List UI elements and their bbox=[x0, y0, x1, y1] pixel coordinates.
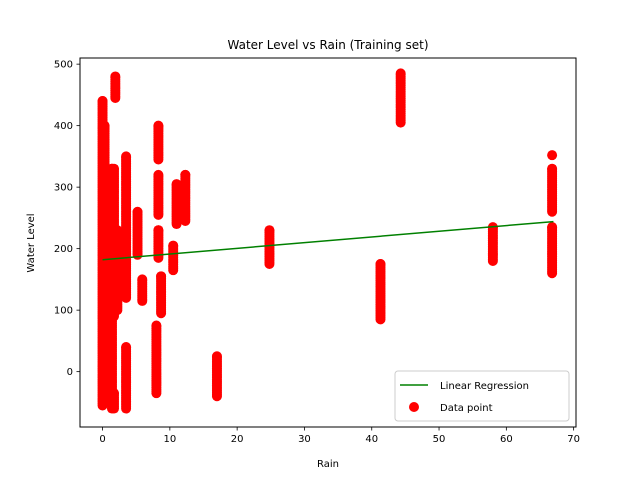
data-point bbox=[151, 320, 162, 331]
data-point bbox=[112, 225, 123, 236]
data-point bbox=[108, 163, 119, 174]
data-point bbox=[97, 96, 108, 107]
x-tick-label: 0 bbox=[99, 434, 105, 445]
y-tick-label: 0 bbox=[67, 367, 73, 378]
legend-point-marker bbox=[409, 402, 419, 412]
regression-line bbox=[102, 220, 554, 261]
data-point bbox=[153, 225, 164, 236]
x-tick-label: 50 bbox=[433, 434, 446, 445]
data-point bbox=[395, 68, 406, 79]
legend-box bbox=[394, 370, 570, 422]
plot-frame bbox=[79, 57, 577, 428]
data-points-layer bbox=[97, 68, 558, 414]
x-tick-label: 10 bbox=[163, 434, 176, 445]
x-tick-label: 70 bbox=[567, 434, 580, 445]
data-point bbox=[547, 222, 558, 233]
data-point bbox=[153, 169, 164, 180]
data-point bbox=[121, 151, 132, 162]
x-axis-label: Rain bbox=[317, 459, 339, 470]
data-point bbox=[168, 240, 179, 251]
y-tick-label: 200 bbox=[54, 244, 73, 255]
y-tick-label: 500 bbox=[54, 60, 73, 71]
x-tick-label: 60 bbox=[500, 434, 513, 445]
data-point bbox=[264, 225, 275, 236]
legend: Linear Regression Data point bbox=[394, 370, 570, 422]
y-axis-ticks: 0 100 200 300 400 500 bbox=[54, 60, 80, 378]
data-point bbox=[547, 150, 558, 161]
y-tick-label: 400 bbox=[54, 121, 73, 132]
data-point bbox=[137, 274, 148, 285]
data-point bbox=[108, 388, 119, 399]
x-tick-label: 40 bbox=[365, 434, 378, 445]
data-point bbox=[99, 120, 110, 131]
chart-title: Water Level vs Rain (Training set) bbox=[228, 38, 429, 52]
y-tick-label: 300 bbox=[54, 183, 73, 194]
y-tick-label: 100 bbox=[54, 306, 73, 317]
data-point bbox=[110, 71, 121, 82]
x-tick-label: 30 bbox=[298, 434, 311, 445]
data-point bbox=[132, 206, 143, 217]
data-point bbox=[156, 271, 167, 282]
x-axis-ticks: 0 10 20 30 40 50 60 70 bbox=[99, 427, 580, 445]
data-point bbox=[171, 179, 182, 190]
data-point bbox=[211, 351, 222, 362]
data-point bbox=[153, 120, 164, 131]
data-point bbox=[180, 169, 191, 180]
legend-label-regression: Linear Regression bbox=[440, 381, 529, 392]
y-axis-label: Water Level bbox=[26, 213, 37, 272]
data-point bbox=[375, 259, 386, 270]
data-point bbox=[121, 342, 132, 353]
legend-label-data-point: Data point bbox=[440, 403, 493, 414]
regression-line-layer bbox=[102, 220, 554, 261]
data-point bbox=[547, 163, 558, 174]
x-tick-label: 20 bbox=[231, 434, 244, 445]
